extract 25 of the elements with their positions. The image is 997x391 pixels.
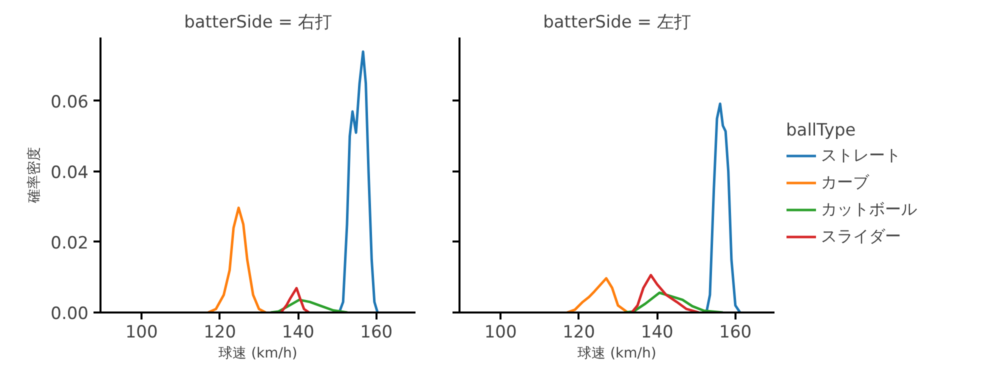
chart-title: batterSide = 左打 [543,12,691,32]
y-axis-title: 確率密度 [26,147,43,204]
legend-label: カーブ [821,172,869,193]
line-series [338,50,379,312]
x-tick-label: 160 [360,322,393,342]
y-tick-label: 0.00 [50,304,89,324]
x-tick-label: 100 [125,322,158,342]
x-tick-label: 160 [719,322,752,342]
x-axis-title: 球速 (km/h) [218,346,298,362]
y-tick-label: 0.04 [50,162,89,183]
legend-title: ballType [786,120,857,140]
y-tick-label: 0.02 [50,233,89,254]
line-series [206,206,267,312]
line-series [280,286,310,312]
x-tick-label: 120 [204,322,236,342]
chart-title: batterSide = 右打 [184,12,332,32]
x-tick-label: 100 [484,322,517,342]
x-tick-label: 140 [640,322,674,342]
legend-label: ストレート [821,145,901,166]
y-tick-label: 0.06 [50,92,89,112]
x-tick-label: 140 [282,322,314,342]
x-axis-title: 球速 (km/h) [578,346,656,362]
legend-label: スライダー [821,226,901,247]
legend-label: カットボール [821,199,917,220]
x-tick-label: 120 [562,322,596,342]
